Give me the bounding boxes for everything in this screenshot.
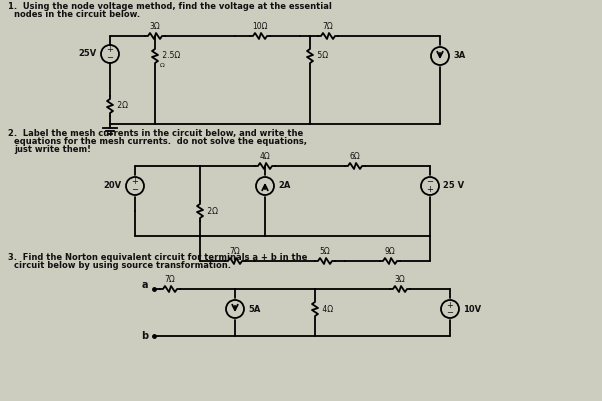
Text: 9Ω: 9Ω [385, 247, 396, 256]
Text: 2Ω: 2Ω [115, 101, 128, 111]
Text: 2A: 2A [278, 182, 290, 190]
Text: +: + [132, 178, 138, 186]
Text: 7Ω: 7Ω [164, 275, 175, 284]
Text: 25 V: 25 V [443, 182, 464, 190]
Text: 2.  Label the mesh currents in the circuit below, and write the: 2. Label the mesh currents in the circui… [8, 129, 303, 138]
Text: 3Ω: 3Ω [395, 275, 405, 284]
Text: 2Ω: 2Ω [205, 207, 218, 215]
Text: 3.  Find the Norton equivalent circuit for terminals a + b in the: 3. Find the Norton equivalent circuit fo… [8, 253, 308, 262]
Text: 25V: 25V [79, 49, 97, 59]
Text: 4Ω: 4Ω [259, 152, 270, 161]
Text: equations for the mesh currents.  do not solve the equations,: equations for the mesh currents. do not … [14, 137, 307, 146]
Text: +: + [427, 186, 433, 194]
Text: +: + [107, 45, 113, 55]
Text: 6Ω: 6Ω [350, 152, 361, 161]
Text: b: b [141, 331, 148, 341]
Text: 7Ω: 7Ω [323, 22, 334, 31]
Text: 7Ω: 7Ω [229, 247, 240, 256]
Text: −: − [426, 178, 433, 186]
Text: −: − [107, 53, 114, 63]
Text: −: − [447, 308, 453, 318]
Text: 10Ω: 10Ω [252, 22, 268, 31]
Text: Ω: Ω [160, 63, 165, 68]
Text: circuit below by using source transformation.: circuit below by using source transforma… [14, 261, 231, 270]
Text: 10V: 10V [463, 304, 481, 314]
Text: +: + [447, 300, 453, 310]
Text: 5Ω: 5Ω [320, 247, 330, 256]
Text: 3Ω: 3Ω [150, 22, 160, 31]
Text: 5Ω: 5Ω [315, 51, 328, 61]
Text: −: − [131, 186, 138, 194]
Text: 2.5Ω: 2.5Ω [160, 51, 180, 61]
Text: 4Ω: 4Ω [320, 304, 333, 314]
Text: just write them!: just write them! [14, 145, 91, 154]
Text: 3A: 3A [453, 51, 465, 61]
Text: nodes in the circuit below.: nodes in the circuit below. [14, 10, 140, 19]
Text: 5A: 5A [248, 304, 261, 314]
Text: 20V: 20V [104, 182, 122, 190]
Text: 1.  Using the node voltage method, find the voltage at the essential: 1. Using the node voltage method, find t… [8, 2, 332, 11]
Text: a: a [141, 280, 148, 290]
